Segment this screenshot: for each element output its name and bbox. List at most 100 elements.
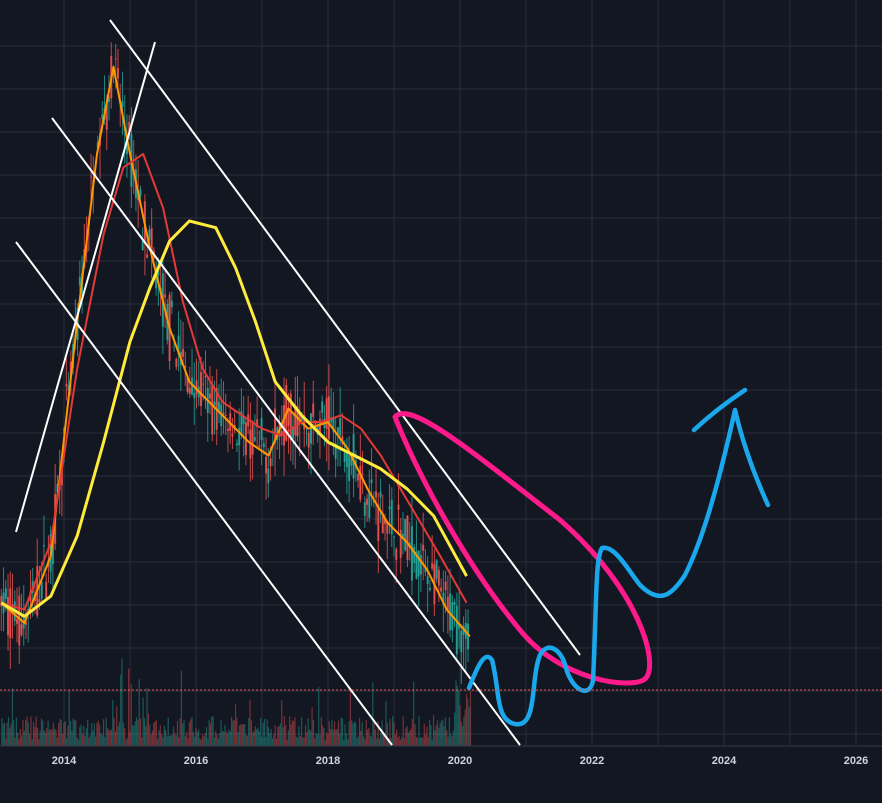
volume-bar: [403, 738, 406, 746]
volume-bar: [426, 726, 428, 746]
volume-bar: [205, 726, 208, 746]
candle-body: [164, 294, 167, 298]
volume-bar: [182, 723, 184, 746]
candle-body: [105, 101, 108, 130]
volume-bar: [76, 736, 78, 746]
volume-bar: [25, 719, 27, 746]
candle-body: [336, 427, 339, 435]
x-tick-label: 2014: [52, 755, 77, 767]
volume-bar: [373, 719, 375, 746]
candle-body: [406, 515, 409, 560]
volume-bar: [154, 721, 156, 746]
volume-bar: [55, 729, 57, 746]
volume-bar: [468, 707, 470, 746]
volume-bar: [360, 730, 362, 746]
volume-bar: [237, 732, 239, 746]
trendline[interactable]: [15, 241, 393, 746]
volume-bar: [14, 737, 16, 746]
volume-bar: [356, 738, 358, 746]
x-tick-label: 2016: [184, 755, 208, 767]
volume-bar: [168, 735, 171, 746]
volume-bar: [106, 728, 109, 746]
drawn-annotations[interactable]: [0, 19, 882, 746]
candle-body: [208, 393, 211, 399]
candle-body: [372, 500, 375, 503]
volume-bar: [368, 728, 370, 746]
volume-bar: [271, 738, 274, 746]
volume-bar: [436, 720, 439, 746]
candle-body: [251, 421, 254, 455]
volume-bar: [246, 735, 249, 746]
candle-body: [38, 599, 41, 603]
blue-projection-annotation[interactable]: [466, 387, 771, 727]
volume-bar: [141, 737, 143, 746]
x-tick-label: 2018: [316, 755, 340, 767]
volume-bar: [183, 720, 185, 746]
candle-body: [121, 101, 124, 107]
trendline[interactable]: [51, 117, 521, 746]
candle-body: [307, 432, 310, 448]
volume-bar: [69, 720, 72, 746]
candle-body: [390, 499, 393, 535]
volume-bar: [56, 737, 58, 746]
volume-bar: [104, 736, 106, 746]
volume-bar: [174, 732, 176, 746]
volume-bar: [444, 717, 447, 746]
volume-bar: [339, 733, 341, 746]
volume-bar: [291, 720, 293, 746]
volume-bar: [228, 729, 230, 746]
candle-body: [40, 581, 43, 599]
volume-bar: [448, 717, 450, 746]
volume-bar: [21, 735, 23, 746]
candle-body: [458, 624, 461, 629]
volume-bar: [23, 730, 25, 746]
trendline[interactable]: [15, 41, 156, 533]
volume-bar: [176, 720, 179, 746]
volume-bar: [252, 732, 254, 746]
volume-bar: [112, 700, 114, 746]
volume-bar: [306, 732, 308, 746]
volume-bar: [19, 729, 21, 746]
volume-bar: [279, 723, 282, 746]
candle-body: [114, 58, 117, 60]
volume-bar: [370, 736, 373, 746]
volume-bar: [216, 734, 218, 746]
candle-body: [428, 587, 431, 590]
candle-body: [357, 473, 360, 481]
volume-bar: [260, 718, 262, 746]
x-tick-label: 2022: [580, 755, 604, 767]
volume-bar: [431, 739, 433, 746]
volume-bar: [376, 738, 378, 746]
candle-body: [267, 468, 270, 484]
volume-bar: [219, 733, 221, 746]
volume-bar: [298, 726, 300, 746]
volume-bar: [422, 737, 424, 746]
volume-bar: [460, 721, 462, 746]
volume-bar: [337, 720, 340, 746]
volume-bar: [105, 717, 107, 746]
volume-bar: [225, 731, 227, 746]
volume-bar: [349, 687, 351, 746]
volume-bar: [34, 726, 36, 746]
volume-bar: [178, 737, 180, 746]
candle-body: [7, 596, 10, 636]
volume-bar: [221, 730, 223, 746]
volume-bars: [1, 658, 472, 746]
volume-bar: [398, 735, 400, 746]
volume-bar: [203, 736, 205, 746]
volume-bar: [277, 726, 279, 746]
volume-bar: [10, 723, 12, 746]
volume-bar: [195, 728, 197, 746]
volume-bar: [352, 723, 354, 746]
trendline[interactable]: [109, 19, 581, 656]
pink-ellipse-annotation[interactable]: [392, 411, 653, 686]
candle-body: [175, 358, 178, 367]
volume-bar: [129, 731, 131, 746]
volume-bar: [131, 725, 134, 746]
candle-body: [90, 176, 93, 178]
candle-body: [289, 393, 292, 441]
candle-body: [139, 189, 142, 197]
x-tick-label: 2020: [448, 755, 472, 767]
candle-body: [375, 491, 378, 498]
